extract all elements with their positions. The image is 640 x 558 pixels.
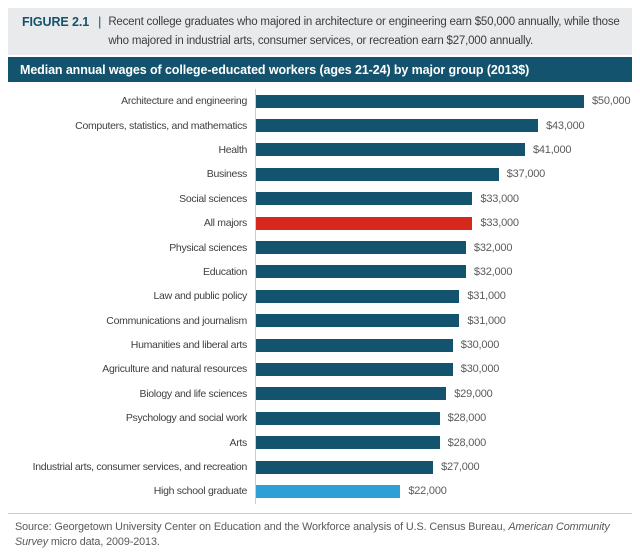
value-label: $32,000 <box>473 241 513 254</box>
source-note: Source: Georgetown University Center on … <box>0 514 640 550</box>
bar-track: $41,000 <box>255 137 632 163</box>
figure-caption: Recent college graduates who majored in … <box>108 16 620 47</box>
bar-track: $22,000 <box>255 479 632 504</box>
chart-row: Law and public policy $31,000 <box>8 284 632 309</box>
chart-row: Social sciences $33,000 <box>8 186 632 211</box>
value-label: $43,000 <box>546 119 585 132</box>
bar-track: $33,000 <box>255 186 632 211</box>
chart-row: Psychology and social work $28,000 <box>8 406 632 431</box>
bar-track: $30,000 <box>255 332 632 358</box>
bar <box>256 192 473 206</box>
bar <box>256 436 440 450</box>
bar-track: $31,000 <box>255 308 632 333</box>
chart-title-bar: Median annual wages of college-educated … <box>8 57 632 82</box>
figure-header-band: FIGURE 2.1 | Recent college graduates wh… <box>8 8 632 55</box>
value-label: $29,000 <box>454 387 493 400</box>
source-text-regular-2: micro data, 2009-2013. <box>48 535 160 548</box>
bar <box>256 94 584 108</box>
bar-track: $43,000 <box>255 113 632 138</box>
value-label: $33,000 <box>480 217 519 230</box>
bar <box>256 362 453 376</box>
bar <box>256 460 434 474</box>
category-label: High school graduate <box>153 485 248 498</box>
bar <box>256 265 466 279</box>
chart-title: Median annual wages of college-educated … <box>20 62 530 77</box>
bar <box>256 143 525 157</box>
bar <box>256 289 460 303</box>
value-label: $37,000 <box>506 168 546 181</box>
category-label: Law and public policy <box>153 290 247 303</box>
category-label: Agriculture and natural resources <box>102 363 247 376</box>
category-label: Social sciences <box>179 192 247 205</box>
value-label: $32,000 <box>473 265 513 278</box>
figure-page: FIGURE 2.1 | Recent college graduates wh… <box>0 8 640 558</box>
value-label: $30,000 <box>460 363 500 376</box>
chart-row: Health $41,000 <box>8 137 632 163</box>
bar-track: $50,000 <box>255 89 632 114</box>
bar-track: $30,000 <box>255 357 632 382</box>
value-label: $31,000 <box>467 290 506 303</box>
value-label: $28,000 <box>447 436 487 449</box>
bar <box>256 484 401 498</box>
chart-row: Humanities and liberal arts $30,000 <box>8 332 632 358</box>
category-label: Biology and life sciences <box>139 387 248 400</box>
value-label: $41,000 <box>532 143 572 156</box>
figure-separator: | <box>98 15 102 29</box>
bar <box>256 167 499 181</box>
value-label: $30,000 <box>460 339 500 352</box>
bar <box>256 241 466 255</box>
bar-chart: Architecture and engineering $50,000 Com… <box>8 82 632 514</box>
chart-row: Physical sciences $32,000 <box>8 235 632 260</box>
chart-row: Architecture and engineering $50,000 <box>8 89 632 114</box>
category-label: Architecture and engineering <box>121 95 247 108</box>
bar <box>256 338 453 352</box>
chart-row: Communications and journalism $31,000 <box>8 308 632 333</box>
bar-track: $28,000 <box>255 406 632 431</box>
category-label: All majors <box>203 217 247 230</box>
chart-row: High school graduate $22,000 <box>8 479 632 504</box>
chart-row: Industrial arts, consumer services, and … <box>8 454 632 480</box>
value-label: $50,000 <box>592 95 631 108</box>
value-label: $31,000 <box>467 314 506 327</box>
chart-row: Education $32,000 <box>8 259 632 285</box>
bar-track: $27,000 <box>255 454 632 480</box>
value-label: $27,000 <box>441 461 480 474</box>
category-label: Arts <box>229 436 248 449</box>
chart-row: Computers, statistics, and mathematics $… <box>8 113 632 138</box>
category-label: Education <box>202 265 247 278</box>
bar <box>256 314 460 328</box>
chart-row: Agriculture and natural resources $30,00… <box>8 357 632 382</box>
category-label: Health <box>218 143 247 156</box>
category-label: Computers, statistics, and mathematics <box>75 119 247 132</box>
category-label: Psychology and social work <box>125 412 247 425</box>
chart-row: All majors $33,000 <box>8 210 632 236</box>
bar <box>256 387 447 401</box>
category-label: Business <box>206 168 248 181</box>
bar-track: $32,000 <box>255 235 632 260</box>
value-label: $33,000 <box>480 192 519 205</box>
source-text-regular-1: Source: Georgetown University Center on … <box>15 520 509 533</box>
bar <box>256 411 440 425</box>
category-label: Physical sciences <box>169 241 247 254</box>
source-text-italic: American Community Survey <box>15 520 610 548</box>
figure-number-label: FIGURE 2.1 <box>22 15 90 29</box>
category-label: Communications and journalism <box>106 314 247 327</box>
value-label: $28,000 <box>447 412 487 425</box>
chart-row: Business $37,000 <box>8 162 632 187</box>
bar-track: $37,000 <box>255 162 632 187</box>
chart-row: Arts $28,000 <box>8 430 632 455</box>
bar-track: $33,000 <box>255 210 632 236</box>
category-label: Industrial arts, consumer services, and … <box>32 461 248 474</box>
bar-track: $31,000 <box>255 284 632 309</box>
value-label: $22,000 <box>408 485 447 498</box>
bar <box>256 216 473 230</box>
category-label: Humanities and liberal arts <box>130 339 248 352</box>
bar-track: $32,000 <box>255 259 632 285</box>
bar-track: $29,000 <box>255 381 632 407</box>
chart-rows: Architecture and engineering $50,000 Com… <box>8 89 632 504</box>
chart-row: Biology and life sciences $29,000 <box>8 381 632 407</box>
bar <box>256 119 539 133</box>
bar-track: $28,000 <box>255 430 632 455</box>
